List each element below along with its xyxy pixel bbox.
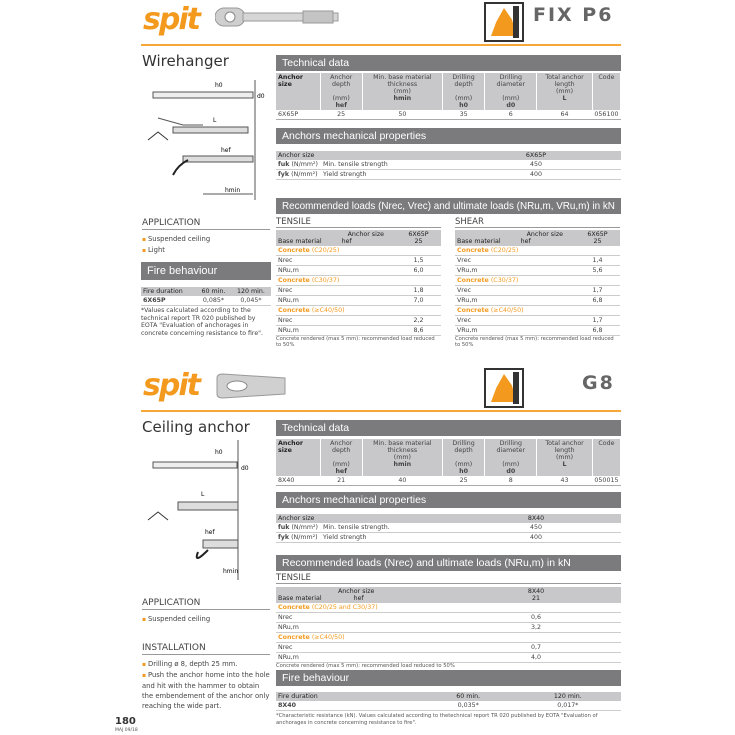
svg-text:hef: hef bbox=[205, 529, 215, 536]
fire-resistance-icon bbox=[484, 368, 524, 408]
product-title: Ceiling anchor bbox=[142, 418, 250, 436]
wirehanger-installation-diagram: h0 d0 L hef hmin bbox=[147, 80, 265, 200]
product-name: FIX P6 bbox=[533, 4, 614, 26]
tensile-loads-table: TENSILE Anchor size Base material hef 8X40… bbox=[276, 573, 621, 669]
loads-heading: Recommended loads (Nrec, Vrec) and ultim… bbox=[276, 198, 621, 214]
product-title: Wirehanger bbox=[142, 52, 229, 70]
fire-behaviour-heading: Fire behaviour bbox=[276, 670, 621, 686]
technical-data-table: Anchor size Anchor depth (mm) hef Min. bas… bbox=[276, 439, 622, 486]
shear-loads-table: SHEAR Anchor size Base material hef 6X65P 2… bbox=[455, 217, 620, 348]
divider bbox=[141, 410, 621, 412]
technical-data-table: Anchor size Anchor depth (mm) hef Min. bas… bbox=[276, 73, 622, 120]
mechanical-properties-heading: Anchors mechanical properties bbox=[276, 492, 621, 508]
diagram-label-h0: h0 bbox=[215, 82, 223, 89]
svg-text:L: L bbox=[201, 491, 205, 498]
svg-text:hef: hef bbox=[221, 147, 231, 154]
table-row: 6X65P 25 50 35 6 64 056100 bbox=[276, 110, 621, 120]
mechanical-properties-table: Anchor size 8X40 fuk (N/mm²) Min. tensile … bbox=[276, 514, 621, 543]
svg-text:h0: h0 bbox=[215, 449, 223, 456]
spit-logo: spit bbox=[143, 368, 201, 403]
application-section: APPLICATION Suspended ceiling bbox=[142, 598, 270, 625]
fire-behaviour-table: Fire duration 60 min. 120 min. 6X65P 0,085*… bbox=[141, 287, 271, 337]
tensile-title: TENSILE bbox=[276, 217, 441, 228]
technical-data-heading: Technical data bbox=[276, 420, 621, 436]
svg-text:d0: d0 bbox=[257, 93, 265, 100]
shear-title: SHEAR bbox=[455, 217, 620, 228]
col-anchor-size: Anchor size bbox=[276, 73, 321, 110]
technical-data-heading: Technical data bbox=[276, 55, 621, 71]
tensile-loads-table: TENSILE Anchor size Base material hef 6X65… bbox=[276, 217, 441, 348]
svg-text:L: L bbox=[213, 117, 217, 124]
table-row: fyk (N/mm²) Yield strength 400 bbox=[276, 532, 621, 543]
divider bbox=[141, 44, 621, 46]
table-row: fyk (N/mm²) Yield strength 400 bbox=[276, 169, 621, 180]
svg-text:d0: d0 bbox=[241, 465, 249, 472]
table-row: 8X40 21 40 25 8 43 050015 bbox=[276, 476, 621, 486]
table-row: fuk (N/mm²) Min. tensile strength. 450 bbox=[276, 523, 621, 533]
fire-resistance-icon bbox=[484, 2, 524, 42]
installation-section: INSTALLATION Drilling ø 8, depth 25 mm. … bbox=[142, 643, 270, 711]
fire-behaviour-table: Fire duration 60 min. 120 min. 8X40 0,035* 0… bbox=[276, 692, 621, 727]
mechanical-properties-table: Anchor size 6X65P fuk (N/mm²) Min. tensile… bbox=[276, 151, 621, 180]
product-name: G8 bbox=[582, 372, 615, 394]
spit-logo: spit bbox=[143, 2, 201, 37]
svg-text:hmin: hmin bbox=[225, 187, 240, 194]
ceiling-anchor-installation-diagram: h0 d0 L hef hmin bbox=[147, 440, 249, 580]
wirehanger-product-image bbox=[215, 7, 339, 27]
application-section: APPLICATION Suspended ceiling Light bbox=[142, 218, 270, 256]
svg-text:hmin: hmin bbox=[223, 568, 238, 575]
table-row: fuk (N/mm²) Min. tensile strength 450 bbox=[276, 160, 621, 170]
ceiling-anchor-product-image bbox=[216, 373, 286, 399]
page-number: 180 bbox=[115, 716, 136, 727]
edition-label: MAJ 09/18 bbox=[115, 728, 138, 733]
mechanical-properties-heading: Anchors mechanical properties bbox=[276, 128, 621, 144]
loads-heading: Recommended loads (Nrec) and ultimate lo… bbox=[276, 555, 621, 571]
fire-behaviour-heading: Fire behaviour bbox=[141, 262, 271, 280]
